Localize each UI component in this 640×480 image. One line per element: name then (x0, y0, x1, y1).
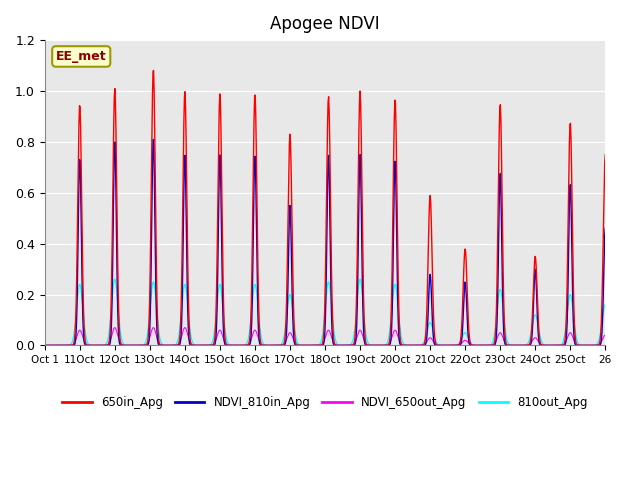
NDVI_650out_Apg (426, 335, 434, 341)
NDVI_810in_Apg (289, 290, 296, 296)
650in_Apg (426, 192, 434, 198)
NDVI_810in_Apg (41, 343, 49, 348)
810out_Apg (41, 343, 49, 348)
650in_Apg (489, 342, 497, 348)
Title: Apogee NDVI: Apogee NDVI (270, 15, 380, 33)
650in_Apg (150, 68, 157, 73)
810out_Apg (288, 298, 296, 304)
Line: 650in_Apg: 650in_Apg (45, 71, 605, 346)
810out_Apg (98, 343, 106, 348)
NDVI_650out_Apg (111, 325, 118, 331)
NDVI_650out_Apg (268, 343, 276, 348)
NDVI_810in_Apg (150, 136, 157, 142)
NDVI_810in_Apg (479, 343, 486, 348)
NDVI_650out_Apg (602, 332, 609, 338)
Line: 810out_Apg: 810out_Apg (45, 279, 605, 346)
810out_Apg (602, 302, 609, 308)
Line: NDVI_650out_Apg: NDVI_650out_Apg (45, 328, 605, 346)
650in_Apg (479, 343, 486, 348)
810out_Apg (426, 320, 434, 325)
NDVI_650out_Apg (41, 343, 49, 348)
810out_Apg (268, 343, 275, 348)
810out_Apg (479, 343, 486, 348)
810out_Apg (356, 276, 364, 282)
650in_Apg (602, 152, 609, 157)
NDVI_650out_Apg (489, 342, 497, 348)
NDVI_650out_Apg (289, 333, 296, 339)
650in_Apg (98, 343, 106, 348)
NDVI_810in_Apg (268, 343, 276, 348)
NDVI_650out_Apg (98, 343, 106, 348)
NDVI_810in_Apg (426, 272, 434, 277)
650in_Apg (41, 343, 49, 348)
NDVI_810in_Apg (602, 226, 609, 231)
650in_Apg (268, 343, 276, 348)
650in_Apg (289, 233, 296, 239)
NDVI_650out_Apg (479, 343, 486, 348)
NDVI_810in_Apg (98, 343, 106, 348)
Line: NDVI_810in_Apg: NDVI_810in_Apg (45, 139, 605, 346)
Text: EE_met: EE_met (56, 50, 106, 63)
NDVI_810in_Apg (489, 343, 497, 348)
810out_Apg (489, 340, 497, 346)
Legend: 650in_Apg, NDVI_810in_Apg, NDVI_650out_Apg, 810out_Apg: 650in_Apg, NDVI_810in_Apg, NDVI_650out_A… (57, 391, 593, 413)
